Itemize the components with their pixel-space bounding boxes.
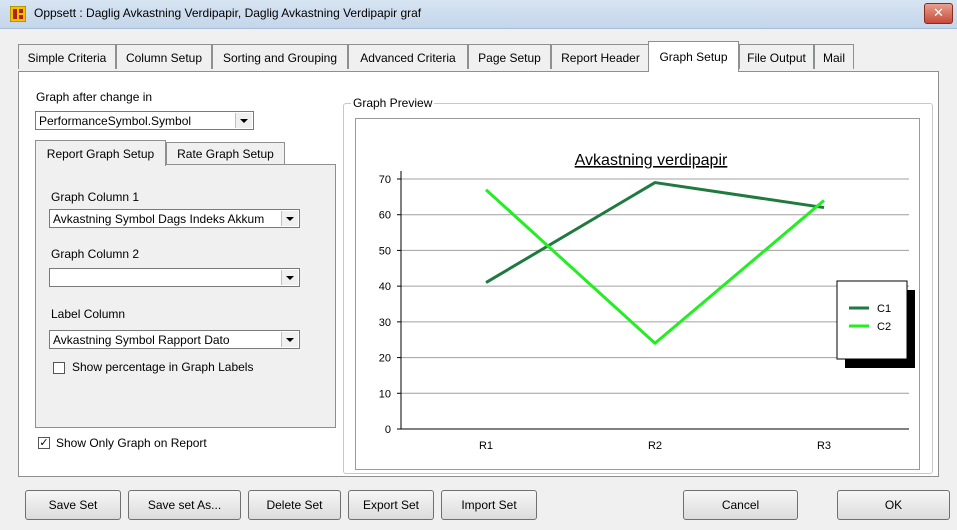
legend-label-c1: C1	[877, 303, 891, 315]
tab-simple-criteria[interactable]: Simple Criteria	[18, 44, 116, 69]
graph-preview-area: Avkastning verdipapir 0 10 20 30 40 50 60 70 R1 R2…	[355, 118, 920, 470]
tab-graph-setup[interactable]: Graph Setup	[648, 41, 739, 72]
title-bar: Oppsett : Daglig Avkastning Verdipapir, …	[0, 0, 957, 29]
series-line-c1	[485, 181, 825, 284]
checkmark-icon: ✓	[39, 437, 49, 449]
show-percentage-label: Show percentage in Graph Labels	[72, 360, 254, 374]
label-column-select[interactable]: Avkastning Symbol Rapport Dato	[49, 330, 300, 349]
subtab-rate-graph-setup[interactable]: Rate Graph Setup	[166, 142, 285, 164]
close-button[interactable]: ✕	[924, 3, 953, 24]
chevron-down-icon[interactable]	[235, 113, 252, 128]
tab-report-header[interactable]: Report Header	[551, 44, 650, 69]
x-tick-label: R3	[817, 440, 831, 452]
y-tick-label: 50	[379, 245, 391, 257]
chart-title: Avkastning verdipapir	[575, 152, 728, 169]
app-icon	[10, 6, 26, 22]
series-line-c2	[484, 188, 825, 345]
graph-column-1-label: Graph Column 1	[51, 190, 140, 204]
close-icon: ✕	[933, 5, 944, 20]
save-set-button[interactable]: Save Set	[25, 490, 121, 520]
show-only-graph-checkbox[interactable]: ✓	[38, 437, 50, 449]
save-set-as-button[interactable]: Save set As...	[128, 490, 241, 520]
y-tick-label: 30	[379, 317, 391, 329]
graph-preview-group	[343, 103, 933, 474]
tab-mail[interactable]: Mail	[814, 44, 854, 69]
tab-sorting-and-grouping[interactable]: Sorting and Grouping	[212, 44, 348, 69]
show-percentage-checkbox[interactable]	[53, 362, 65, 374]
label-column-value: Avkastning Symbol Rapport Dato	[53, 333, 230, 347]
graph-after-change-select[interactable]: PerformanceSymbol.Symbol	[35, 111, 254, 130]
x-tick-label: R2	[648, 440, 662, 452]
graph-preview-label: Graph Preview	[351, 96, 435, 110]
window-title: Oppsett : Daglig Avkastning Verdipapir, …	[34, 6, 422, 20]
y-tick-label: 20	[379, 353, 391, 365]
graph-column-1-select[interactable]: Avkastning Symbol Dags Indeks Akkum	[49, 209, 300, 228]
import-set-button[interactable]: Import Set	[441, 490, 537, 520]
tab-page-setup[interactable]: Page Setup	[468, 44, 551, 69]
chevron-down-icon[interactable]	[281, 270, 298, 285]
chevron-down-icon[interactable]	[281, 332, 298, 347]
y-tick-label: 0	[385, 424, 391, 436]
tab-file-output[interactable]: File Output	[739, 44, 814, 69]
graph-after-change-label: Graph after change in	[36, 90, 153, 104]
ok-button[interactable]: OK	[837, 490, 950, 520]
delete-set-button[interactable]: Delete Set	[248, 490, 341, 520]
cancel-button[interactable]: Cancel	[683, 490, 798, 520]
subtab-report-graph-setup[interactable]: Report Graph Setup	[35, 140, 166, 166]
graph-column-2-select[interactable]	[49, 268, 300, 287]
line-chart: Avkastning verdipapir 0 10 20 30 40 50 60 70 R1 R2…	[379, 152, 915, 452]
report-graph-setup-panel	[35, 164, 336, 428]
graph-column-1-value: Avkastning Symbol Dags Indeks Akkum	[53, 212, 265, 226]
tab-advanced-criteria[interactable]: Advanced Criteria	[348, 44, 468, 69]
tab-column-setup[interactable]: Column Setup	[116, 44, 212, 69]
graph-column-2-label: Graph Column 2	[51, 247, 140, 261]
legend-box	[836, 280, 908, 360]
y-tick-label: 60	[379, 210, 391, 222]
y-tick-label: 40	[379, 281, 391, 293]
graph-after-change-value: PerformanceSymbol.Symbol	[39, 114, 192, 128]
show-only-graph-label: Show Only Graph on Report	[56, 436, 207, 450]
label-column-label: Label Column	[51, 307, 126, 321]
button-bar: Save Set Save set As... Delete Set Expor…	[0, 480, 957, 530]
y-tick-label: 10	[379, 388, 391, 400]
export-set-button[interactable]: Export Set	[348, 490, 434, 520]
x-tick-label: R1	[479, 440, 493, 452]
y-tick-label: 70	[379, 174, 391, 186]
legend-label-c2: C2	[877, 321, 891, 333]
chevron-down-icon[interactable]	[281, 211, 298, 226]
